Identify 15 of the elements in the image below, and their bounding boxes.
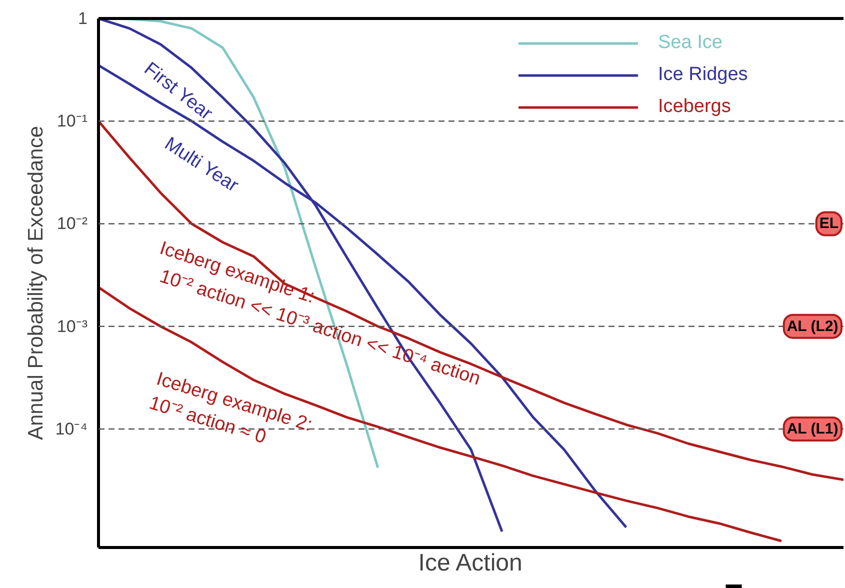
ref-line-label: AL (L1) xyxy=(786,420,838,438)
text: Ice Ridges xyxy=(658,64,748,86)
y-tick-label: 10⁻³ xyxy=(56,316,88,336)
x-axis-title: Ice Action xyxy=(418,550,522,576)
ref-line-label: EL xyxy=(819,215,839,232)
y-axis-title: Annual Probability of Exceedance xyxy=(24,126,48,440)
y-tick-label: 10⁻¹ xyxy=(56,112,88,131)
ref-line-label: AL (L2) xyxy=(786,318,838,335)
y-tick-label: 10⁻² xyxy=(56,214,88,234)
annotation: Multi Year xyxy=(160,133,243,197)
line-series xyxy=(98,120,844,482)
text: Icebergs xyxy=(658,96,731,118)
y-tick-label: 10⁻⁴ xyxy=(55,419,88,438)
y-tick-label: 1 xyxy=(78,9,88,28)
text: Sea Ice xyxy=(658,32,722,54)
